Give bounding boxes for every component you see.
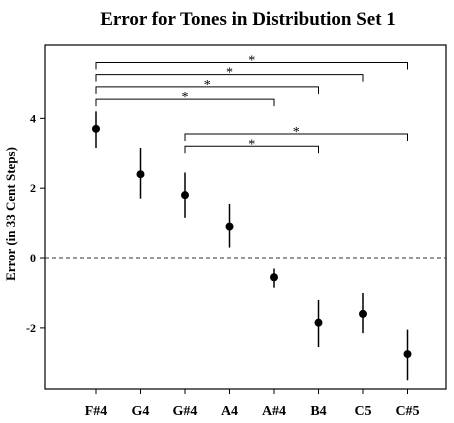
- x-axis-ticks: F#4 G4 G#4 A4 A#4 B4 C5 C#5: [85, 389, 420, 419]
- plot-frame: [44, 44, 447, 390]
- significance-star-5: *: [248, 137, 255, 152]
- y-axis-ticks: -2 0 2 4: [26, 111, 45, 335]
- significance-star-0: *: [248, 53, 255, 68]
- significance-bracket-2: [95, 86, 319, 94]
- x-tick-label-4: A#4: [262, 404, 286, 419]
- x-tick-label-7: C#5: [395, 404, 419, 419]
- data-point-4: [270, 273, 278, 282]
- significance-star-2: *: [204, 78, 211, 93]
- x-tick-label-6: C5: [354, 404, 371, 419]
- significance-bracket-1: [95, 74, 364, 82]
- significance-bracket-5: [184, 145, 319, 154]
- data-point-0: [92, 124, 100, 133]
- x-tick-label-5: B4: [310, 404, 326, 419]
- significance-bracket-3: [95, 98, 275, 107]
- data-point-2: [181, 191, 189, 200]
- y-tick-label-2: 2: [30, 181, 36, 195]
- x-tick-label-0: F#4: [85, 404, 108, 419]
- significance-star-4: *: [293, 125, 300, 140]
- significance-bracket-0: [95, 61, 408, 70]
- significance-brackets: * * * * * *: [95, 53, 408, 154]
- y-tick-label-1: 0: [30, 251, 36, 265]
- data-point-5: [314, 318, 323, 327]
- x-tick-label-2: G#4: [173, 404, 198, 419]
- data-point-1: [136, 170, 145, 179]
- data-points: [92, 111, 412, 381]
- x-tick-label-3: A4: [221, 404, 238, 419]
- significance-bracket-4: [184, 133, 408, 142]
- data-point-6: [359, 309, 367, 318]
- y-axis-label: Error (in 33 Cent Steps): [3, 147, 18, 281]
- data-point-3: [225, 222, 234, 231]
- y-tick-label-3: 4: [30, 111, 36, 125]
- significance-star-3: *: [182, 90, 189, 105]
- y-tick-label-0: -2: [26, 321, 36, 335]
- data-point-7: [403, 350, 412, 359]
- chart-title: Error for Tones in Distribution Set 1: [100, 9, 396, 30]
- significance-star-1: *: [226, 66, 233, 81]
- x-tick-label-1: G4: [132, 404, 150, 419]
